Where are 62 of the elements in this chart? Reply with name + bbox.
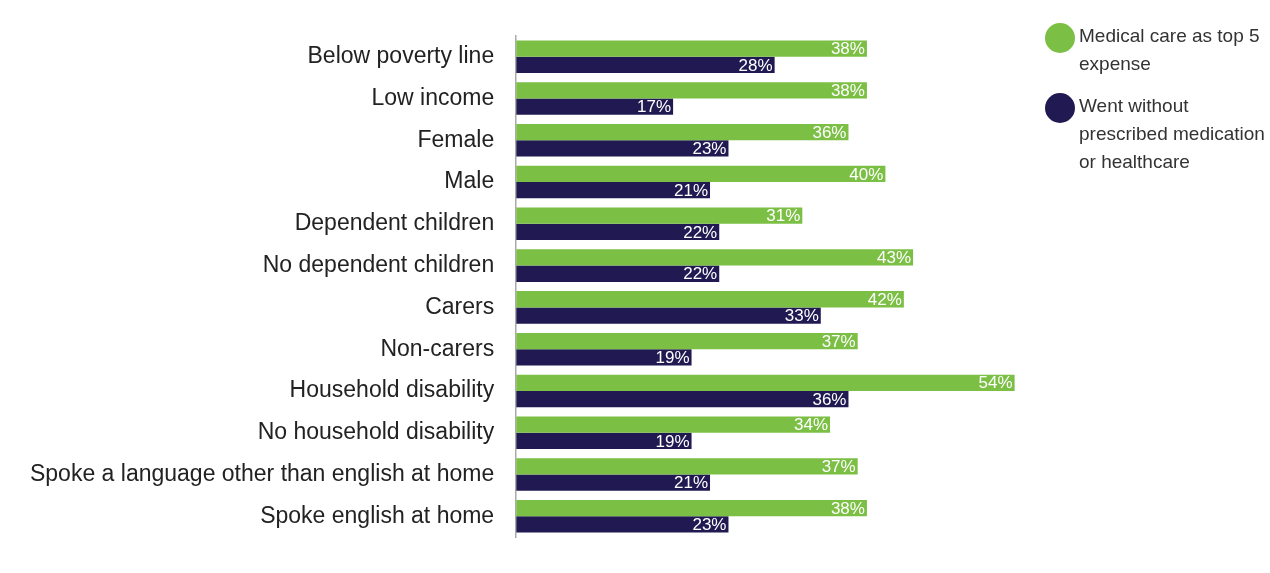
data-label: 34% [793,415,829,435]
bar [516,82,867,99]
y-tick-label: No dependent children [262,250,495,277]
data-label: 23% [692,515,727,535]
y-tick-label: Spoke a language other than english at home [29,459,495,486]
data-label: 22% [683,264,718,284]
bar [516,56,775,73]
bar [516,374,1015,391]
data-label: 36% [812,122,847,142]
data-label: 28% [738,55,773,75]
bar [516,265,720,282]
y-tick-label: Household disability [289,376,495,403]
data-label: 40% [849,164,884,184]
data-label: 38% [830,498,865,518]
bar [516,207,803,224]
data-label: 36% [812,389,847,409]
data-label: 37% [821,331,856,351]
bar [516,307,821,324]
bar [516,516,729,533]
data-label: 38% [830,81,865,101]
data-label: 19% [655,431,690,451]
data-label: 21% [673,180,709,200]
data-label: 21% [673,473,709,493]
data-label: 31% [766,206,801,226]
bar [516,500,867,517]
data-label: 38% [830,39,865,59]
bar [516,432,692,450]
data-label: 19% [655,348,690,368]
bar [516,123,849,141]
y-tick-label: Male [444,167,495,194]
bar [516,182,711,199]
data-label: 42% [867,289,902,309]
data-label: 43% [877,248,912,268]
bar [516,249,914,266]
bar [516,349,692,366]
data-label: 37% [821,457,856,477]
y-tick-label: No household disability [257,418,495,445]
data-label: 17% [637,97,672,117]
bar [516,458,858,475]
data-label: 33% [784,306,819,326]
y-tick-label: Low income [371,83,495,110]
bar [516,474,711,491]
bar [516,98,674,115]
bar [516,390,849,408]
bar [516,40,867,57]
data-label: 22% [683,222,718,242]
bar [516,416,831,433]
bar [516,223,720,241]
data-label: 23% [692,139,727,159]
y-tick-label: Below poverty line [307,42,495,69]
bar [516,332,858,350]
bar [516,140,729,157]
y-tick-label: Dependent children [294,209,495,236]
legend-label: Medical care as top 5 expense [1079,24,1261,76]
bar [516,291,904,308]
y-tick-label: Non-carers [380,334,495,361]
legend-label: Went without prescribed medication or healthcare [1079,94,1265,174]
y-tick-label: Spoke english at home [260,501,495,528]
y-tick-label: Female [417,125,495,152]
bar [516,165,886,183]
data-label: 54% [978,373,1013,393]
y-tick-label: Carers [425,292,495,319]
